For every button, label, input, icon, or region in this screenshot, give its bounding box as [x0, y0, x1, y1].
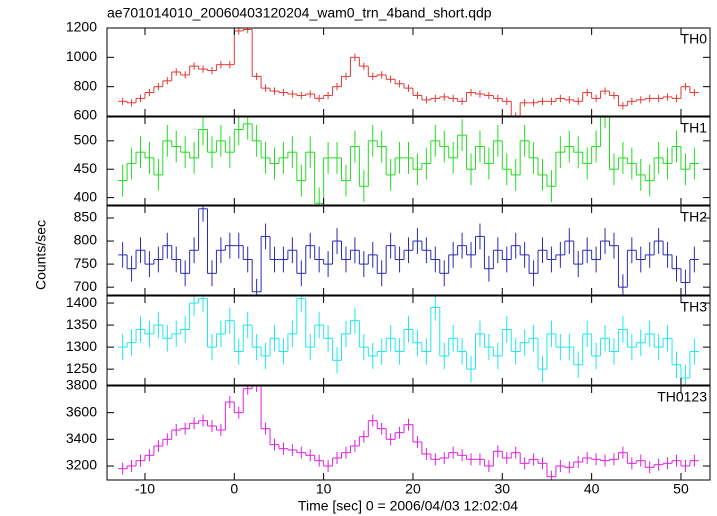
panel-label: TH2: [681, 209, 708, 225]
panel-plot: [118, 386, 699, 480]
x-tick-label: -10: [135, 481, 155, 497]
panel-frame: [106, 295, 711, 386]
panel-plot: [118, 117, 699, 205]
panel-label: TH1: [681, 120, 708, 136]
x-axis-label: Time [sec] 0 = 2006/04/03 12:02:04: [298, 498, 518, 514]
y-tick-label: 850: [74, 209, 98, 225]
y-tick-label: 400: [74, 188, 98, 204]
x-tick-label: 30: [495, 481, 511, 497]
y-tick-label: 3600: [66, 403, 97, 419]
y-tick-label: 3200: [66, 457, 97, 473]
y-tick-label: 450: [74, 160, 98, 176]
chart-title: ae701014010_20060403120204_wam0_trn_4ban…: [107, 5, 492, 21]
y-tick-label: 700: [74, 278, 98, 294]
y-tick-label: 750: [74, 255, 98, 271]
panel-label: TH3: [681, 299, 708, 315]
y-tick-label: 1300: [66, 338, 97, 354]
y-tick-label: 800: [74, 232, 98, 248]
y-tick-label: 3800: [66, 377, 97, 393]
y-tick-label: 800: [74, 77, 98, 93]
panel-plot: [118, 296, 699, 385]
y-tick-label: 1250: [66, 360, 97, 376]
y-tick-label: 500: [74, 132, 98, 148]
y-tick-label: 1400: [66, 294, 97, 310]
y-tick-label: 1000: [66, 48, 97, 64]
y-axis-label: Counts/sec: [33, 220, 49, 290]
panel-label: TH0123: [657, 389, 707, 405]
panel-frame: [106, 205, 711, 296]
x-tick-label: 20: [405, 481, 421, 497]
y-tick-label: 3400: [66, 430, 97, 446]
panel-frame: [106, 385, 711, 481]
y-tick-label: 1350: [66, 316, 97, 332]
x-tick-label: 10: [316, 481, 332, 497]
panel-label: TH0: [681, 31, 708, 47]
x-tick-label: 0: [230, 481, 238, 497]
panel-frame: [106, 27, 711, 117]
y-tick-label: 600: [74, 107, 98, 123]
y-tick-label: 1200: [66, 19, 97, 35]
panel-plot: [118, 28, 699, 116]
panel-plot: [118, 206, 699, 295]
x-tick-label: 50: [673, 481, 689, 497]
x-tick-label: 40: [584, 481, 600, 497]
panel-frame: [106, 116, 711, 206]
